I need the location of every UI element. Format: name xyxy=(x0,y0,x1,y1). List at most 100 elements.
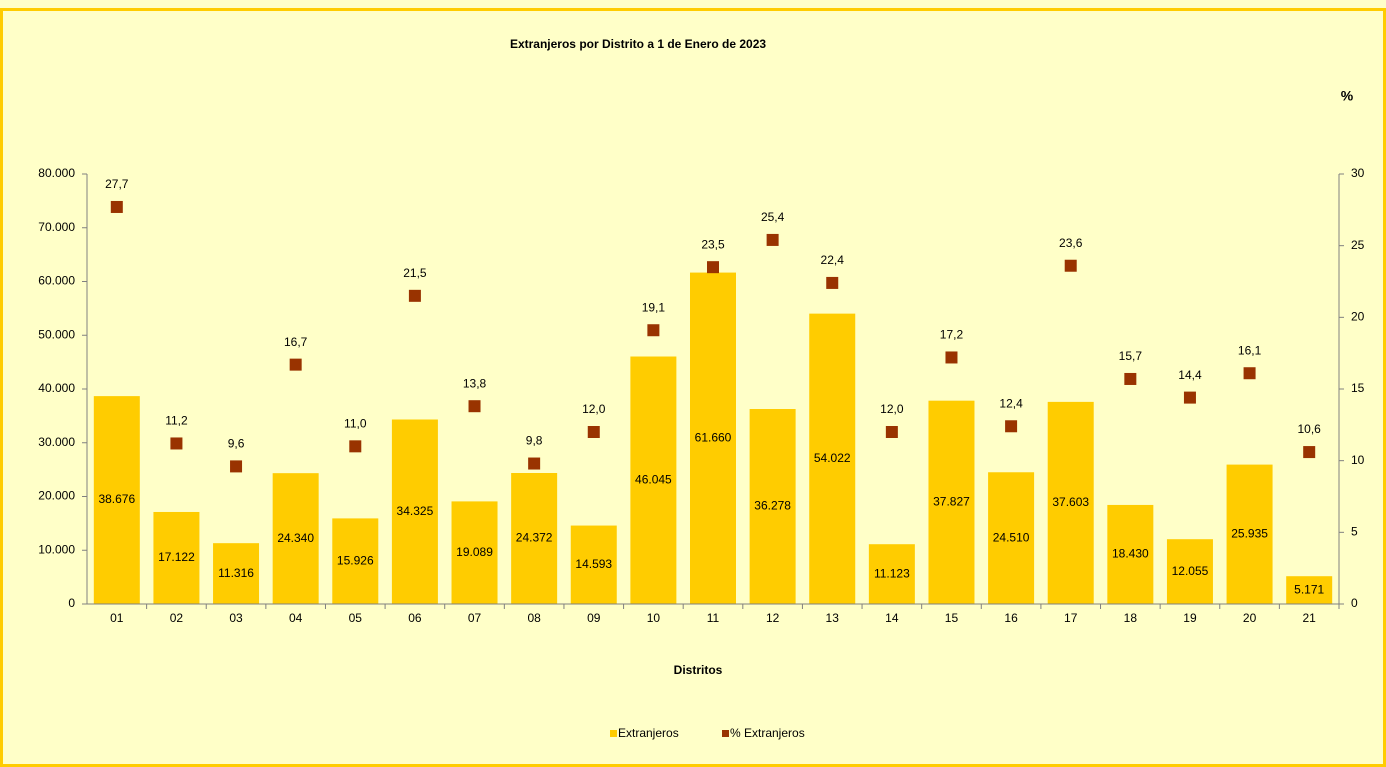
bar xyxy=(1047,401,1094,604)
x-tick-label: 21 xyxy=(1303,611,1317,625)
x-tick-label: 05 xyxy=(349,611,363,625)
bar xyxy=(868,544,915,604)
marker-value-label: 25,4 xyxy=(761,210,785,224)
bar xyxy=(690,272,736,604)
marker-value-label: 16,7 xyxy=(284,335,308,349)
marker xyxy=(1124,372,1137,385)
bar xyxy=(511,473,558,604)
y-tick-label: 30.000 xyxy=(38,435,75,449)
bar xyxy=(1107,504,1154,604)
x-tick-label: 10 xyxy=(647,611,661,625)
marker-value-label: 23,6 xyxy=(1059,236,1083,250)
bar-value-label: 11.316 xyxy=(218,566,254,580)
bar-value-label: 5.171 xyxy=(1294,582,1324,596)
bar-value-label: 14.593 xyxy=(575,557,612,571)
y-tick-label: 60.000 xyxy=(38,274,75,288)
marker-value-label: 23,5 xyxy=(701,237,725,251)
y2-axis-label: % xyxy=(1341,88,1354,104)
marker-value-label: 9,8 xyxy=(526,434,543,448)
y-tick-label: 0 xyxy=(68,596,75,610)
marker-value-label: 17,2 xyxy=(940,328,964,342)
marker-value-label: 10,6 xyxy=(1298,422,1322,436)
bar xyxy=(1286,576,1333,604)
y-tick-label: 80.000 xyxy=(38,166,75,180)
bar-value-label: 24.340 xyxy=(277,531,314,545)
marker-value-label: 15,7 xyxy=(1119,349,1143,363)
x-tick-label: 07 xyxy=(468,611,482,625)
bar xyxy=(570,525,617,604)
bar-value-label: 24.372 xyxy=(516,531,553,545)
y2-tick-label: 0 xyxy=(1351,596,1358,610)
marker xyxy=(766,233,779,246)
marker-value-label: 19,1 xyxy=(642,300,666,314)
bar xyxy=(391,419,438,604)
marker xyxy=(1183,391,1196,404)
y-tick-label: 50.000 xyxy=(38,327,75,341)
bar-value-label: 25.935 xyxy=(1231,526,1268,540)
marker xyxy=(587,426,600,438)
bar-value-label: 15.926 xyxy=(337,553,374,567)
x-tick-label: 03 xyxy=(229,611,243,625)
marker-value-label: 11,2 xyxy=(165,414,188,428)
legend-label: % Extranjeros xyxy=(730,726,805,740)
bar-value-label: 36.278 xyxy=(754,499,791,513)
bar xyxy=(451,501,498,604)
bar xyxy=(272,473,319,604)
y2-tick-label: 25 xyxy=(1351,238,1365,252)
marker-value-label: 12,0 xyxy=(582,402,606,416)
marker xyxy=(1303,446,1316,459)
x-tick-label: 19 xyxy=(1183,611,1197,625)
bar-value-label: 61.660 xyxy=(695,430,732,444)
y2-tick-label: 15 xyxy=(1351,381,1365,395)
y2-tick-label: 30 xyxy=(1351,166,1365,180)
marker-value-label: 22,4 xyxy=(821,253,845,267)
bar xyxy=(93,396,140,604)
marker-value-label: 12,4 xyxy=(999,396,1023,410)
marker xyxy=(289,358,302,371)
y-tick-label: 10.000 xyxy=(38,542,75,556)
marker xyxy=(349,440,362,453)
bar-value-label: 37.603 xyxy=(1052,495,1089,509)
x-tick-label: 01 xyxy=(110,611,124,625)
bar-value-label: 34.325 xyxy=(397,504,434,518)
bar-value-label: 18.430 xyxy=(1112,547,1149,561)
x-tick-label: 06 xyxy=(408,611,422,625)
y2-tick-label: 5 xyxy=(1351,525,1358,539)
bar-value-label: 19.089 xyxy=(456,545,493,559)
marker xyxy=(408,289,421,302)
marker xyxy=(1064,259,1077,272)
marker xyxy=(1243,367,1256,380)
marker-value-label: 14,4 xyxy=(1178,368,1202,382)
x-tick-label: 02 xyxy=(170,611,184,625)
bar xyxy=(988,472,1035,604)
y-tick-label: 40.000 xyxy=(38,381,75,395)
marker-value-label: 27,7 xyxy=(105,177,129,191)
x-tick-label: 15 xyxy=(945,611,959,625)
bar xyxy=(1226,464,1273,604)
bar xyxy=(749,409,796,604)
x-tick-label: 17 xyxy=(1064,611,1078,625)
legend-label: Extranjeros xyxy=(618,726,679,740)
bar xyxy=(809,313,856,604)
chart-title: Extranjeros por Distrito a 1 de Enero de… xyxy=(510,37,766,51)
marker xyxy=(885,426,898,438)
bar xyxy=(630,356,677,604)
x-tick-label: 13 xyxy=(826,611,840,625)
x-tick-label: 11 xyxy=(707,611,720,625)
bar xyxy=(332,518,379,604)
y-tick-label: 70.000 xyxy=(38,220,75,234)
x-tick-label: 16 xyxy=(1004,611,1018,625)
bar-value-label: 17.122 xyxy=(158,550,195,564)
marker xyxy=(230,460,243,473)
marker-value-label: 16,1 xyxy=(1238,343,1262,357)
marker xyxy=(1005,420,1018,433)
legend-swatch xyxy=(610,730,617,737)
x-tick-label: 18 xyxy=(1124,611,1138,625)
x-tick-label: 14 xyxy=(885,611,899,625)
bar-value-label: 54.022 xyxy=(814,451,851,465)
marker xyxy=(110,200,123,213)
marker-value-label: 12,0 xyxy=(880,402,904,416)
marker-value-label: 11,0 xyxy=(344,417,367,431)
bar-value-label: 12.055 xyxy=(1172,564,1209,578)
